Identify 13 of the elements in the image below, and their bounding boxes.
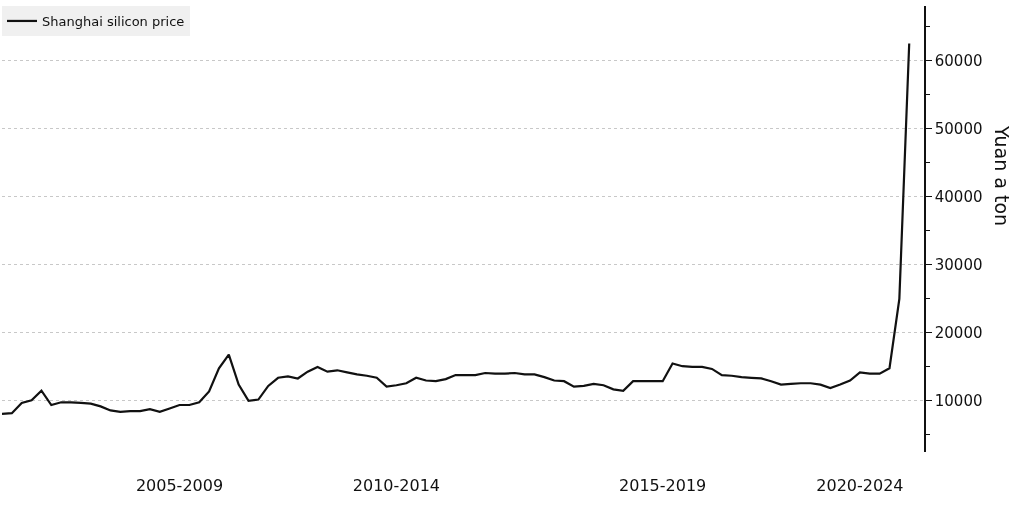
y-axis-title: Yuan a ton: [990, 125, 1013, 227]
y-tick-label: 20000: [934, 324, 983, 343]
x-tick-label: 2015-2019: [619, 476, 707, 495]
x-tick-label: 2020-2024: [816, 476, 904, 495]
y-tick-label: 30000: [934, 256, 983, 274]
x-tick-label: 2010-2014: [352, 476, 441, 495]
legend-label: Shanghai silicon price: [42, 14, 185, 30]
y-tick-label: 40000: [934, 187, 983, 206]
line-series: [2, 42, 911, 415]
x-tick-label: 2005-2009: [135, 476, 224, 495]
y-tick-label: 10000: [934, 392, 983, 411]
y-tick-label: 50000: [934, 119, 983, 138]
y-tick-label: 60000: [934, 51, 983, 70]
